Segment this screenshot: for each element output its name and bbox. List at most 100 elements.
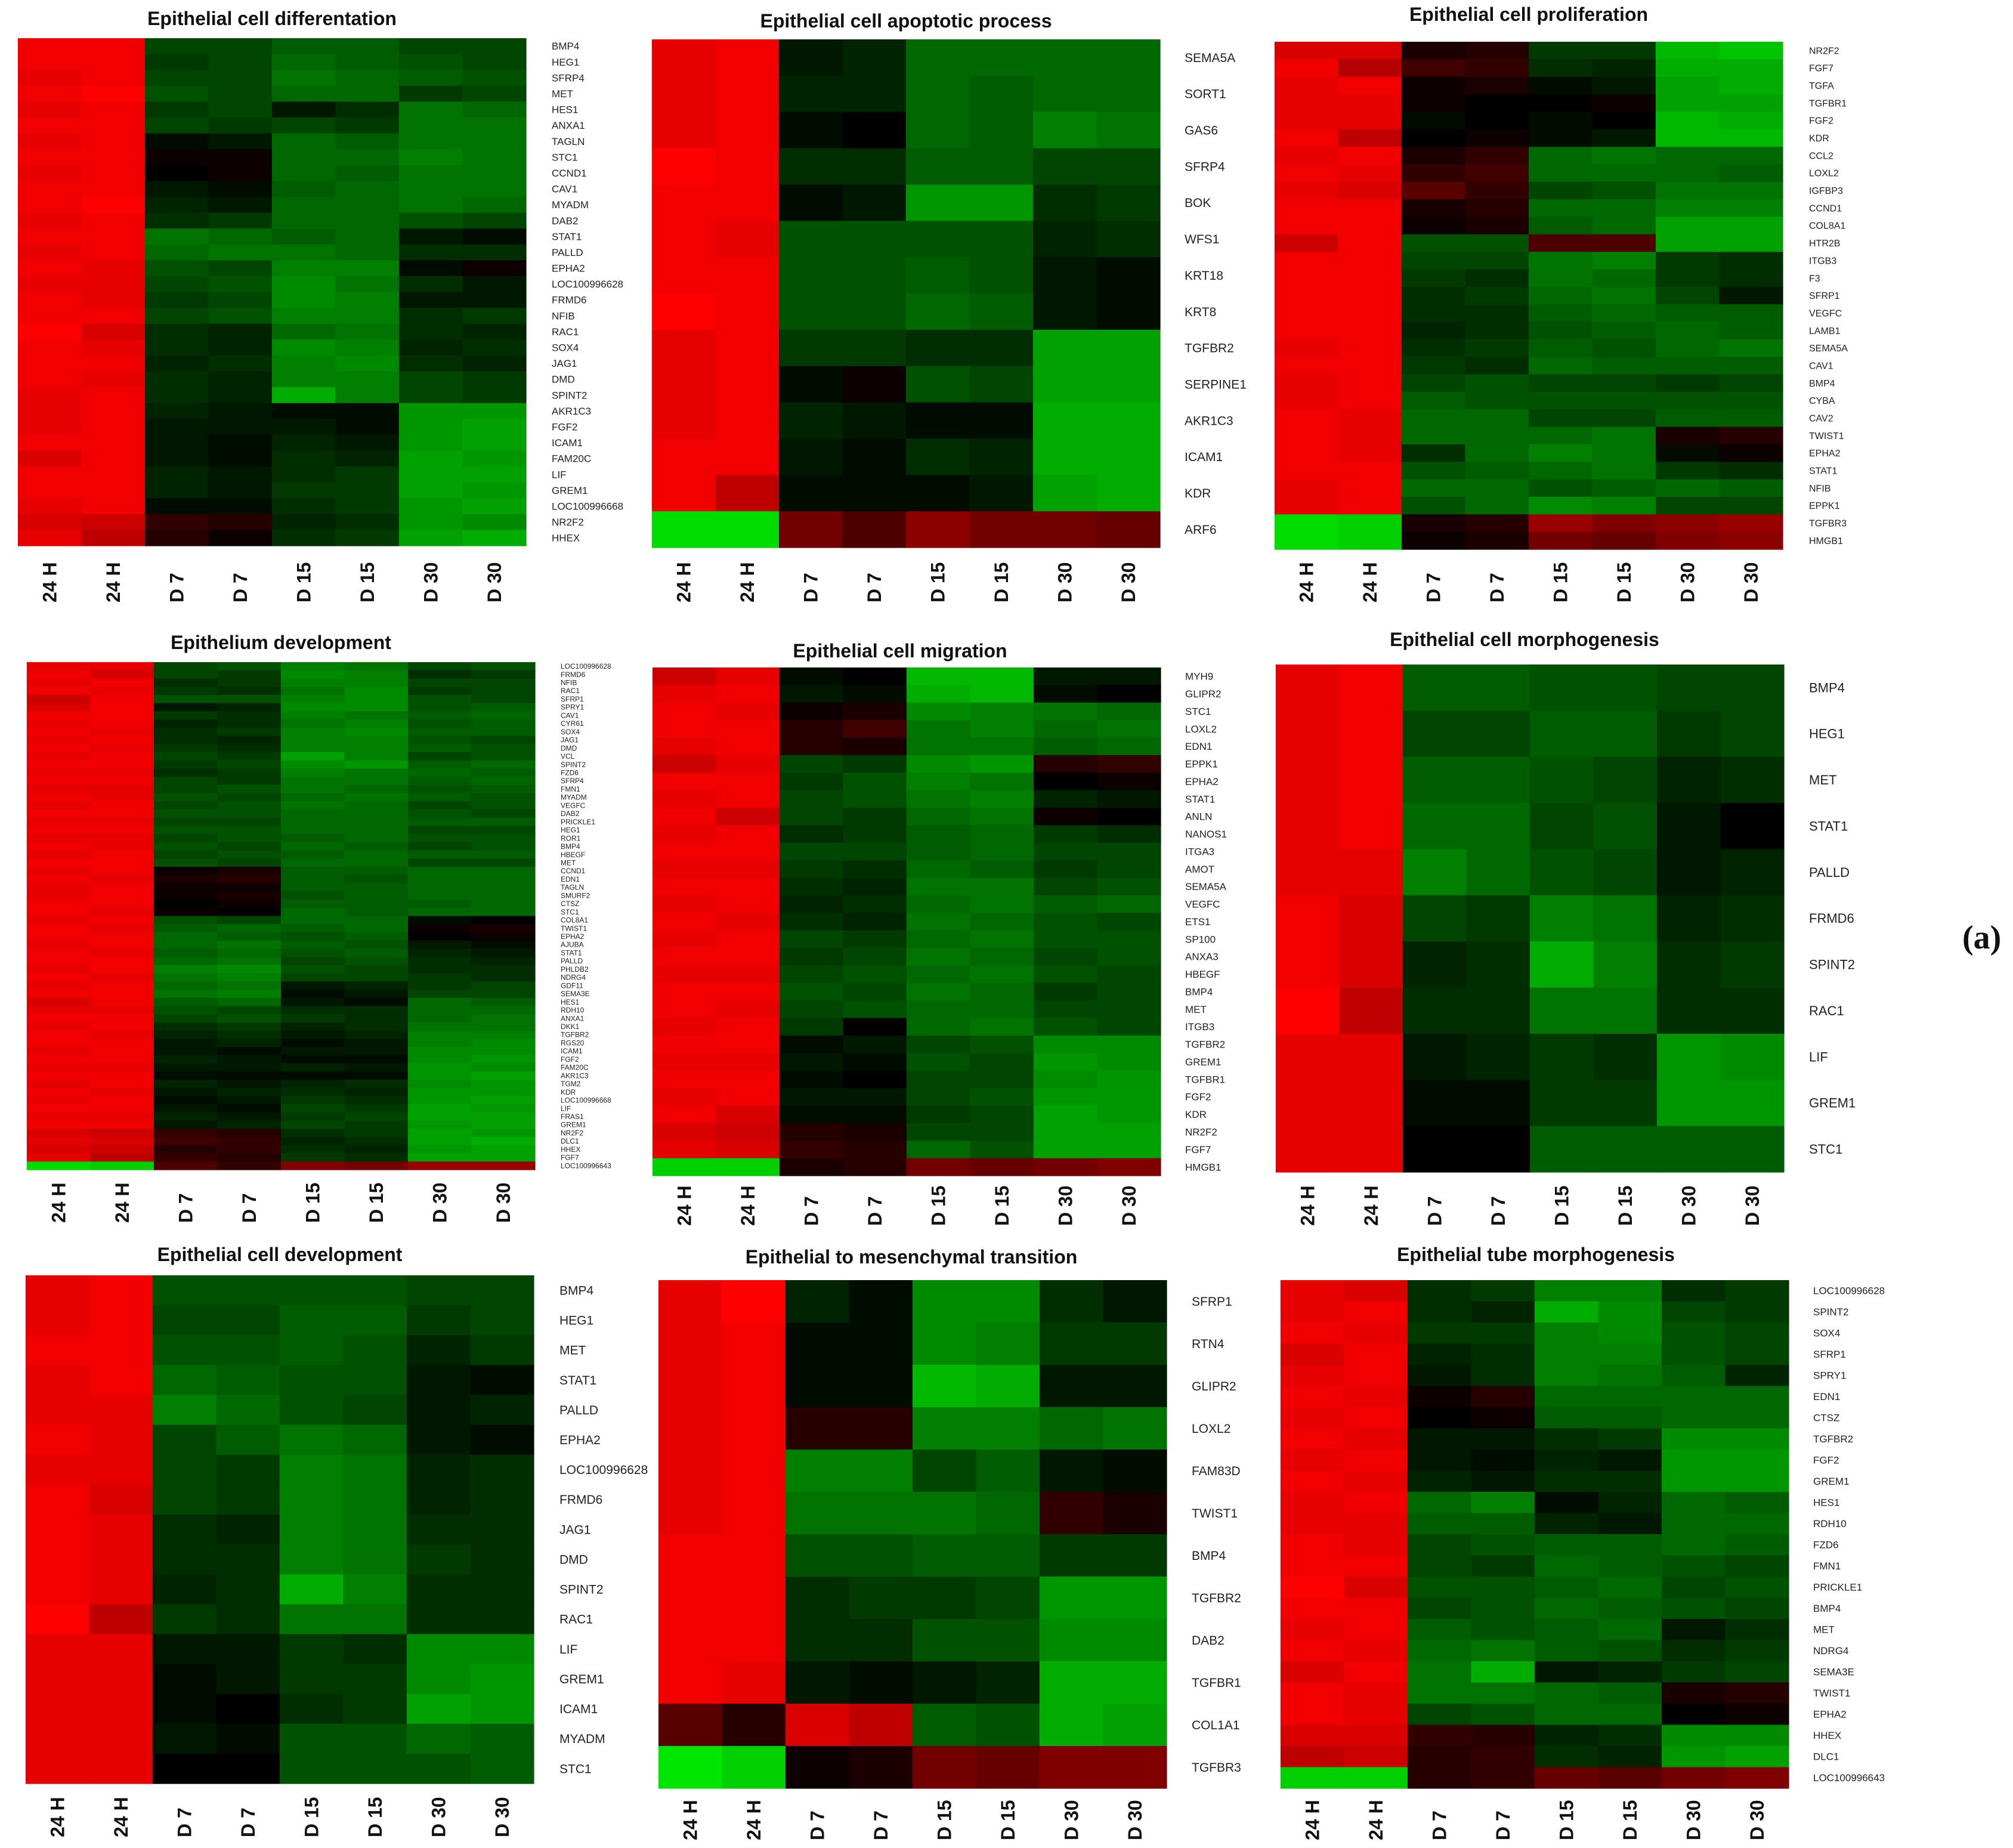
heatmap-cell [462,101,527,118]
heatmap-cell [842,438,907,475]
heatmap-cell [1657,987,1721,1034]
heatmap-cell [471,1137,536,1146]
heatmap-cell [1471,1280,1535,1302]
heatmap-cell [1281,1470,1345,1492]
heatmap-cell [18,181,82,197]
heatmap-cell [27,1129,91,1138]
heatmap-cell [399,181,463,197]
heatmap-cell [18,117,82,134]
heatmap-cell [1598,1619,1662,1641]
heatmap-cell [1408,1407,1472,1429]
heatmap-cell [281,777,345,786]
heatmap-cell [217,1047,282,1056]
heatmap-cell [90,1071,154,1080]
heatmap-cell [1403,941,1467,988]
heatmap-cell [1097,720,1161,738]
heatmap-cell [1096,257,1161,294]
heatmap-cell [1656,479,1720,497]
heatmap-cell [335,85,400,102]
heatmap-cell [27,1014,91,1023]
heatmap-cell [462,196,527,214]
heatmap-cell [26,1335,90,1365]
heatmap-cell [780,720,844,738]
heatmap-cell [90,727,154,737]
heatmap-cell [715,475,780,512]
heatmap-cell [90,973,154,982]
heatmap-cell [343,1305,407,1336]
heatmap-cell [153,1753,217,1784]
heatmap-cell [18,244,82,261]
heatmap-cell [1402,234,1466,252]
heatmap-cell [907,1158,971,1176]
heatmap-cell [1471,1301,1535,1323]
heatmap-cell [1034,772,1098,791]
heatmap-cell [1719,339,1783,357]
heatmap-cell [658,1365,723,1408]
gene-label: JAG1 [559,1523,591,1537]
heatmap-cell [18,450,82,467]
heatmap-cell [1465,496,1529,515]
gene-label: VEGFC [561,801,586,809]
heatmap-cell [217,858,282,867]
column-label: D 15 [991,1185,1013,1226]
heatmap-cell [408,891,472,900]
heatmap-cell [653,965,717,984]
heatmap-cell [217,1104,282,1113]
heatmap-cell [1657,756,1721,804]
heatmap-cell [154,1030,218,1039]
heatmap-cell [27,850,91,860]
heatmap-cell [1402,531,1466,550]
gene-label: ICAM1 [559,1702,598,1716]
heatmap-cell [1408,1301,1472,1323]
gene-label: EPHA2 [1185,776,1219,787]
heatmap-cell [1096,438,1161,475]
gene-label: CAV2 [1809,414,1833,424]
heatmap-cell [1344,1661,1408,1683]
heatmap-cell [1275,94,1339,112]
heatmap-cell [27,1087,91,1097]
heatmap-cell [1402,339,1466,357]
heatmap-cell [843,1000,907,1019]
heatmap-cell [976,1619,1040,1662]
heatmap-cell [281,981,345,990]
heatmap-cell [1408,1470,1472,1492]
heatmap-cell [90,1039,154,1047]
heatmap-cell [217,1137,282,1146]
heatmap-cell [1338,269,1402,288]
gene-label: MET [559,1344,586,1358]
heatmap-cell [18,38,82,55]
heatmap-cell [843,1105,907,1124]
heatmap-cell [335,212,400,229]
heatmap-cell [1657,895,1721,942]
heatmap-cell [343,1544,407,1575]
heatmap-cell [26,1454,90,1485]
gene-label: TGM2 [561,1080,581,1088]
heatmap-cell [1720,756,1785,804]
heatmap-cell [849,1322,913,1365]
heatmap-cell [1529,129,1593,147]
heatmap-cell [153,1574,217,1605]
heatmap-cell [1275,531,1339,550]
heatmap-cell [145,38,209,55]
heatmap-cell [90,965,154,974]
heatmap-cell [217,981,282,990]
heatmap-cell [407,1365,471,1396]
heatmap-cell [716,1018,780,1036]
heatmap-cell [722,1534,786,1577]
heatmap-cell [1593,941,1658,988]
gene-label: FAM20C [552,453,591,465]
heatmap-cell [969,366,1034,403]
column-label: D 7 [864,573,885,602]
heatmap-cell [208,85,273,102]
gene-label: F3 [1809,274,1820,284]
heatmap-cell [1402,76,1466,95]
column-label: D 30 [1054,562,1075,602]
gene-label: PRICKLE1 [561,818,595,826]
heatmap-cell [154,1120,218,1129]
heatmap-cell [786,1492,850,1535]
heatmap-cell [27,900,91,908]
heatmap-cell [1034,1141,1098,1159]
heatmap-cell [26,1634,90,1665]
heatmap-cell [462,244,527,261]
